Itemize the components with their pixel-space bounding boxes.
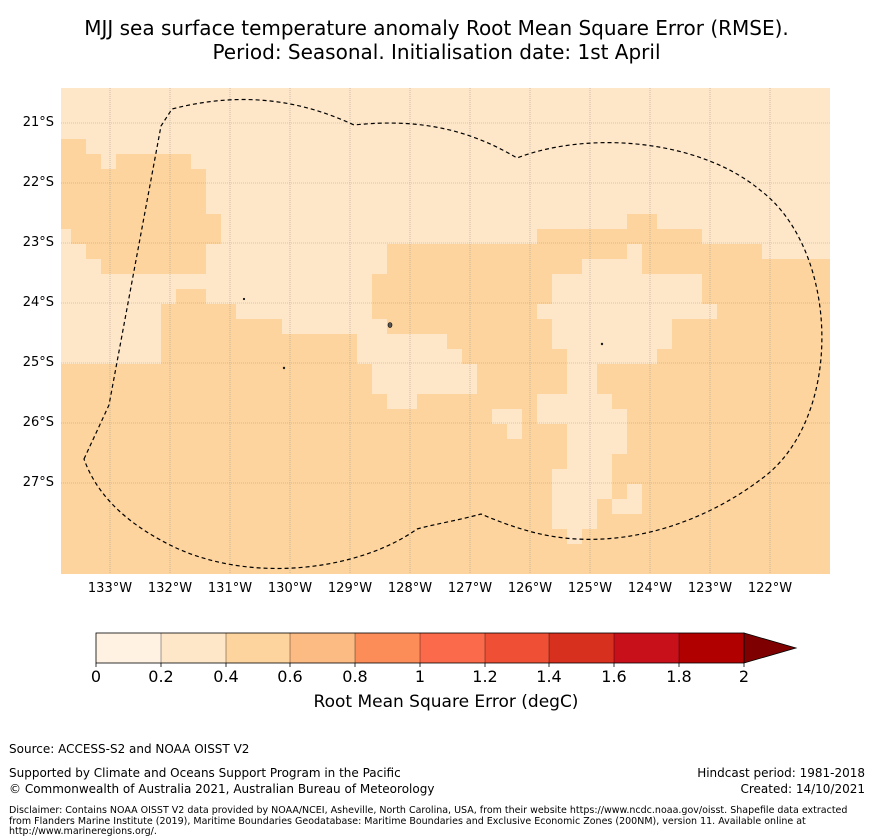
pitcairn-island	[282, 366, 286, 370]
disclaimer-text: Disclaimer: Contains NOAA OISST V2 data …	[9, 805, 848, 837]
lon-label-128w: 128°W	[387, 581, 433, 596]
colorbar-tick-0: 0	[90, 667, 102, 686]
hindcast-period: Hindcast period: 1981-2018	[697, 766, 865, 780]
right-edge-strip	[822, 244, 830, 259]
lon-label-133w: 133°W	[87, 581, 133, 596]
lon-label-125w: 125°W	[567, 581, 613, 596]
oeno-island	[242, 297, 246, 301]
lat-label-27s: 27°S	[22, 475, 54, 490]
lat-label-23s: 23°S	[22, 235, 54, 250]
graticule	[61, 88, 830, 574]
lon-label-127w: 127°W	[447, 581, 493, 596]
lon-label-126w: 126°W	[507, 581, 553, 596]
colorbar-cell-3	[290, 633, 355, 663]
colorbar-cell-5	[420, 633, 485, 663]
colorbar-tick-6: 1.2	[472, 667, 498, 686]
colorbar-tick-2: 0.4	[213, 667, 239, 686]
lat-label-24s: 24°S	[22, 295, 54, 310]
created-date: Created: 14/10/2021	[740, 782, 865, 796]
colorbar-cell-0	[96, 633, 161, 663]
ducie-island	[600, 342, 604, 346]
colorbar	[95, 632, 798, 667]
source-text: Source: ACCESS-S2 and NOAA OISST V2	[9, 742, 250, 756]
colorbar-cell-7	[549, 633, 614, 663]
lat-label-22s: 22°S	[22, 175, 54, 190]
low-rmse-region	[61, 88, 830, 544]
henderson-island	[387, 322, 393, 328]
copyright-text: © Commonwealth of Australia 2021, Austra…	[9, 782, 435, 796]
lon-label-129w: 129°W	[327, 581, 373, 596]
islands	[242, 297, 604, 370]
colorbar-tick-10: 2	[738, 667, 750, 686]
colorbar-cell-6	[485, 633, 549, 663]
lon-label-131w: 131°W	[207, 581, 253, 596]
lon-label-123w: 123°W	[687, 581, 733, 596]
lat-label-25s: 25°S	[22, 355, 54, 370]
lat-label-21s: 21°S	[22, 115, 54, 130]
colorbar-tick-3: 0.6	[277, 667, 303, 686]
lat-label-26s: 26°S	[22, 415, 54, 430]
colorbar-label: Root Mean Square Error (degC)	[313, 692, 579, 712]
lon-label-130w: 130°W	[267, 581, 313, 596]
colorbar-tick-5: 1	[414, 667, 426, 686]
lon-label-124w: 124°W	[627, 581, 673, 596]
colorbar-cell-9	[679, 633, 744, 663]
colorbar-tick-1: 0.2	[148, 667, 174, 686]
colorbar-tick-8: 1.6	[601, 667, 627, 686]
supported-text: Supported by Climate and Oceans Support …	[9, 766, 401, 780]
colorbar-cell-1	[161, 633, 226, 663]
map-title: MJJ sea surface temperature anomaly Root…	[0, 16, 873, 64]
eez-boundary	[83, 98, 823, 570]
title-line-2: Period: Seasonal. Initialisation date: 1…	[212, 40, 661, 64]
colorbar-cell-4	[355, 633, 420, 663]
colorbar-cell-8	[614, 633, 679, 663]
colorbar-tick-7: 1.4	[536, 667, 562, 686]
lon-label-122w: 122°W	[747, 581, 793, 596]
colorbar-tick-9: 1.8	[666, 667, 692, 686]
colorbar-cell-2	[226, 633, 290, 663]
title-line-1: MJJ sea surface temperature anomaly Root…	[84, 16, 789, 40]
colorbar-tick-4: 0.8	[342, 667, 368, 686]
lon-label-132w: 132°W	[147, 581, 193, 596]
colorbar-extend-arrow	[743, 632, 798, 664]
